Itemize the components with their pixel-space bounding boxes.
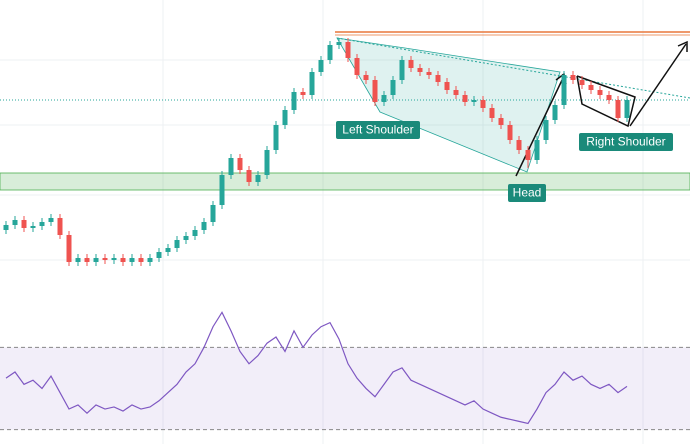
candle-body <box>21 220 27 228</box>
annotation: Left Shoulder <box>342 123 413 137</box>
candle-body <box>165 248 171 252</box>
candle-body <box>147 258 153 262</box>
candle-body <box>624 100 630 118</box>
candle-body <box>372 80 378 102</box>
candle-body <box>30 226 36 228</box>
candle-body <box>174 240 180 248</box>
candle-body <box>417 68 423 72</box>
candle-body <box>480 100 486 108</box>
candle-body <box>597 90 603 95</box>
candle-body <box>327 45 333 60</box>
candle-body <box>84 258 90 262</box>
candle-body <box>435 75 441 82</box>
annotations <box>0 31 690 191</box>
candle-body <box>561 75 567 105</box>
candle-body <box>462 95 468 102</box>
rsi-band <box>0 347 690 430</box>
candle-body <box>498 118 504 125</box>
candle-body <box>192 230 198 236</box>
candle-body <box>543 120 549 140</box>
candle-body <box>219 175 225 205</box>
candle-body <box>426 72 432 75</box>
candle-body <box>93 258 99 262</box>
candle-body <box>534 140 540 160</box>
candle-body <box>444 82 450 90</box>
candle-body <box>309 72 315 95</box>
candle-body <box>507 125 513 140</box>
candle-body <box>138 258 144 262</box>
support-zone <box>0 172 690 191</box>
candle-body <box>552 105 558 120</box>
candle-body <box>264 150 270 175</box>
candle-body <box>273 125 279 150</box>
candle-body <box>345 42 351 58</box>
annotation: Head <box>513 186 542 200</box>
candle-body <box>390 80 396 95</box>
candle-body <box>183 236 189 240</box>
candle-body <box>354 58 360 75</box>
annotation: Right Shoulder <box>586 135 665 149</box>
candle-body <box>237 158 243 170</box>
drawings <box>515 40 688 177</box>
candle-body <box>489 108 495 118</box>
label-box <box>336 121 420 139</box>
candle-body <box>12 220 18 225</box>
candle-body <box>318 60 324 72</box>
label-box <box>508 184 546 202</box>
candle-body <box>75 258 81 262</box>
candle-body <box>570 75 576 80</box>
candle-body <box>282 110 288 125</box>
candle-body <box>516 140 522 150</box>
candle-body <box>381 95 387 102</box>
candle-body <box>120 258 126 262</box>
candle-body <box>471 100 477 102</box>
candle-body <box>399 60 405 80</box>
candle-body <box>246 170 252 182</box>
candle-body <box>210 205 216 222</box>
candle-body <box>291 92 297 110</box>
candle-body <box>300 92 306 95</box>
candle-body <box>336 42 342 45</box>
rsi-line <box>5 311 628 425</box>
candle-body <box>3 225 9 230</box>
candle-body <box>156 252 162 258</box>
candle-body <box>57 218 63 235</box>
candle-body <box>129 258 135 262</box>
candle-body <box>102 258 108 260</box>
candle-body <box>66 235 72 262</box>
candle-body <box>39 222 45 226</box>
candle-body <box>525 150 531 160</box>
label-box <box>579 133 673 151</box>
candle-body <box>588 85 594 90</box>
candle-body <box>606 95 612 100</box>
candle-body <box>579 80 585 85</box>
candle-body <box>453 90 459 95</box>
candle-body <box>363 75 369 80</box>
candle-body <box>615 100 621 118</box>
candle-body <box>255 175 261 182</box>
candle-body <box>111 258 117 260</box>
candle-body <box>48 218 54 222</box>
candle-body <box>228 158 234 175</box>
candle-body <box>201 222 207 230</box>
candle-body <box>408 60 414 68</box>
